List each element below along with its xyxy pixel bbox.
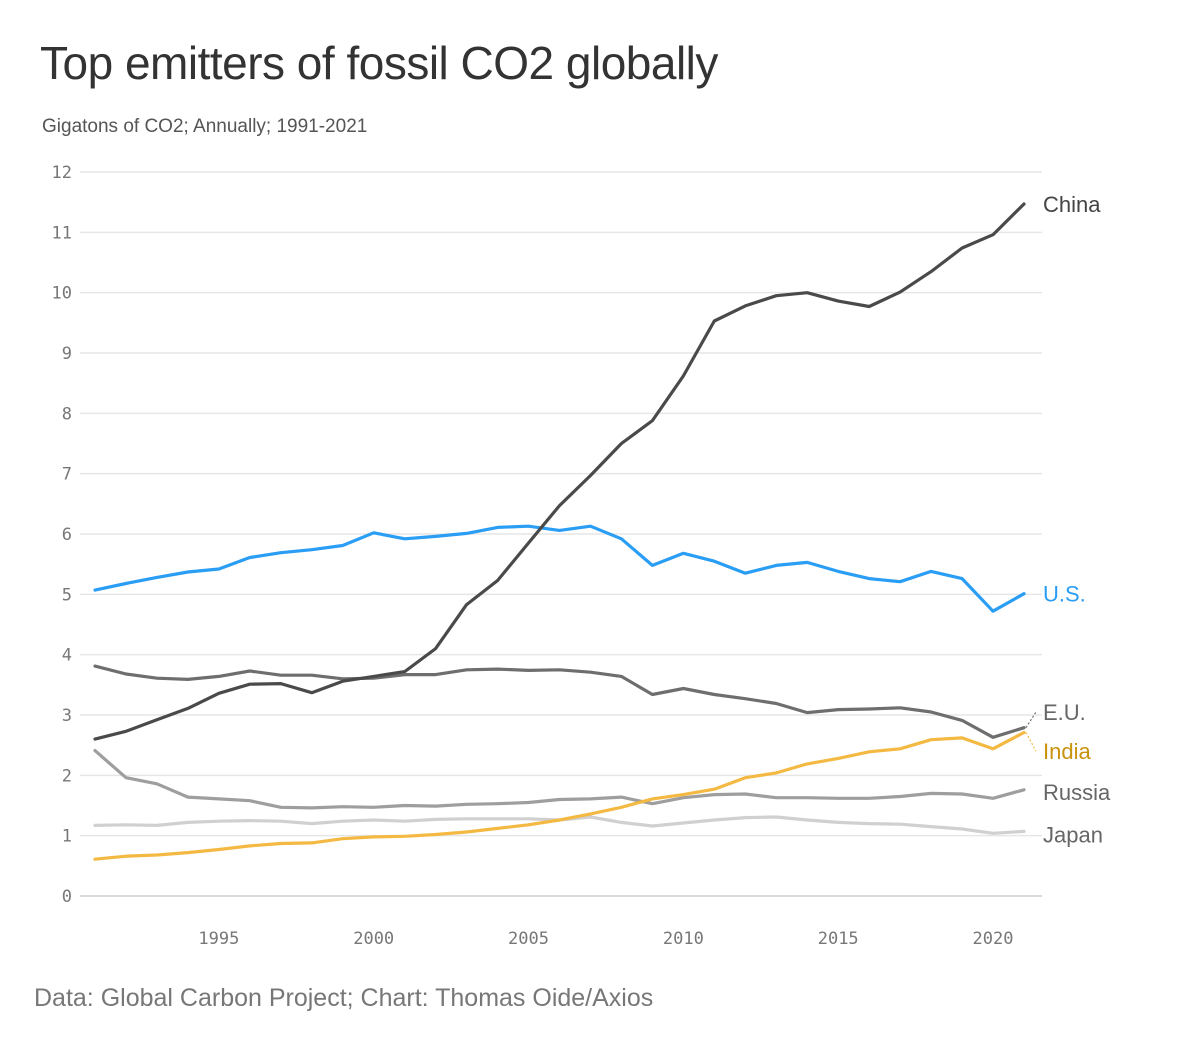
y-tick-label: 6 bbox=[62, 525, 72, 545]
y-tick-label: 1 bbox=[62, 827, 72, 847]
chart-title: Top emitters of fossil CO2 globally bbox=[40, 37, 718, 89]
x-tick-label: 1995 bbox=[198, 929, 239, 949]
source-note: Data: Global Carbon Project; Chart: Thom… bbox=[34, 984, 654, 1012]
label-leader-line bbox=[1025, 732, 1037, 752]
x-axis-ticks: 1995 2000 2005 2010 2015 2020 bbox=[198, 929, 1013, 949]
series-label-russia: Russia bbox=[1043, 780, 1111, 805]
series-line-us bbox=[93, 524, 1026, 613]
chart-subtitle: Gigatons of CO2; Annually; 1991-2021 bbox=[42, 116, 368, 137]
y-tick-label: 10 bbox=[52, 284, 72, 304]
series-line-eu bbox=[93, 664, 1026, 739]
x-tick-label: 2015 bbox=[818, 929, 859, 949]
series-label-eu: E.U. bbox=[1043, 700, 1086, 725]
series-line-india bbox=[93, 730, 1026, 861]
series-labels: China U.S. E.U. India Russia Japan bbox=[1025, 192, 1111, 847]
series-label-china: China bbox=[1043, 192, 1101, 217]
y-tick-label: 11 bbox=[52, 223, 72, 243]
label-leader-line bbox=[1025, 711, 1037, 728]
y-tick-label: 9 bbox=[62, 344, 72, 364]
series-line-russia bbox=[93, 748, 1026, 810]
y-tick-label: 2 bbox=[62, 766, 72, 786]
y-tick-label: 12 bbox=[52, 163, 72, 183]
series-line-china bbox=[93, 202, 1026, 741]
y-tick-label: 3 bbox=[62, 706, 72, 726]
series-label-india: India bbox=[1043, 739, 1091, 764]
y-tick-label: 7 bbox=[62, 465, 72, 485]
y-tick-label: 0 bbox=[62, 887, 72, 907]
y-tick-label: 5 bbox=[62, 585, 72, 605]
series-lines bbox=[93, 202, 1026, 861]
gridlines bbox=[80, 171, 1042, 897]
series-label-japan: Japan bbox=[1043, 822, 1103, 847]
series-label-us: U.S. bbox=[1043, 582, 1086, 607]
y-tick-label: 4 bbox=[62, 646, 72, 666]
x-tick-label: 2005 bbox=[508, 929, 549, 949]
x-tick-label: 2010 bbox=[663, 929, 704, 949]
y-tick-label: 8 bbox=[62, 404, 72, 424]
x-tick-label: 2000 bbox=[353, 929, 394, 949]
x-tick-label: 2020 bbox=[973, 929, 1014, 949]
